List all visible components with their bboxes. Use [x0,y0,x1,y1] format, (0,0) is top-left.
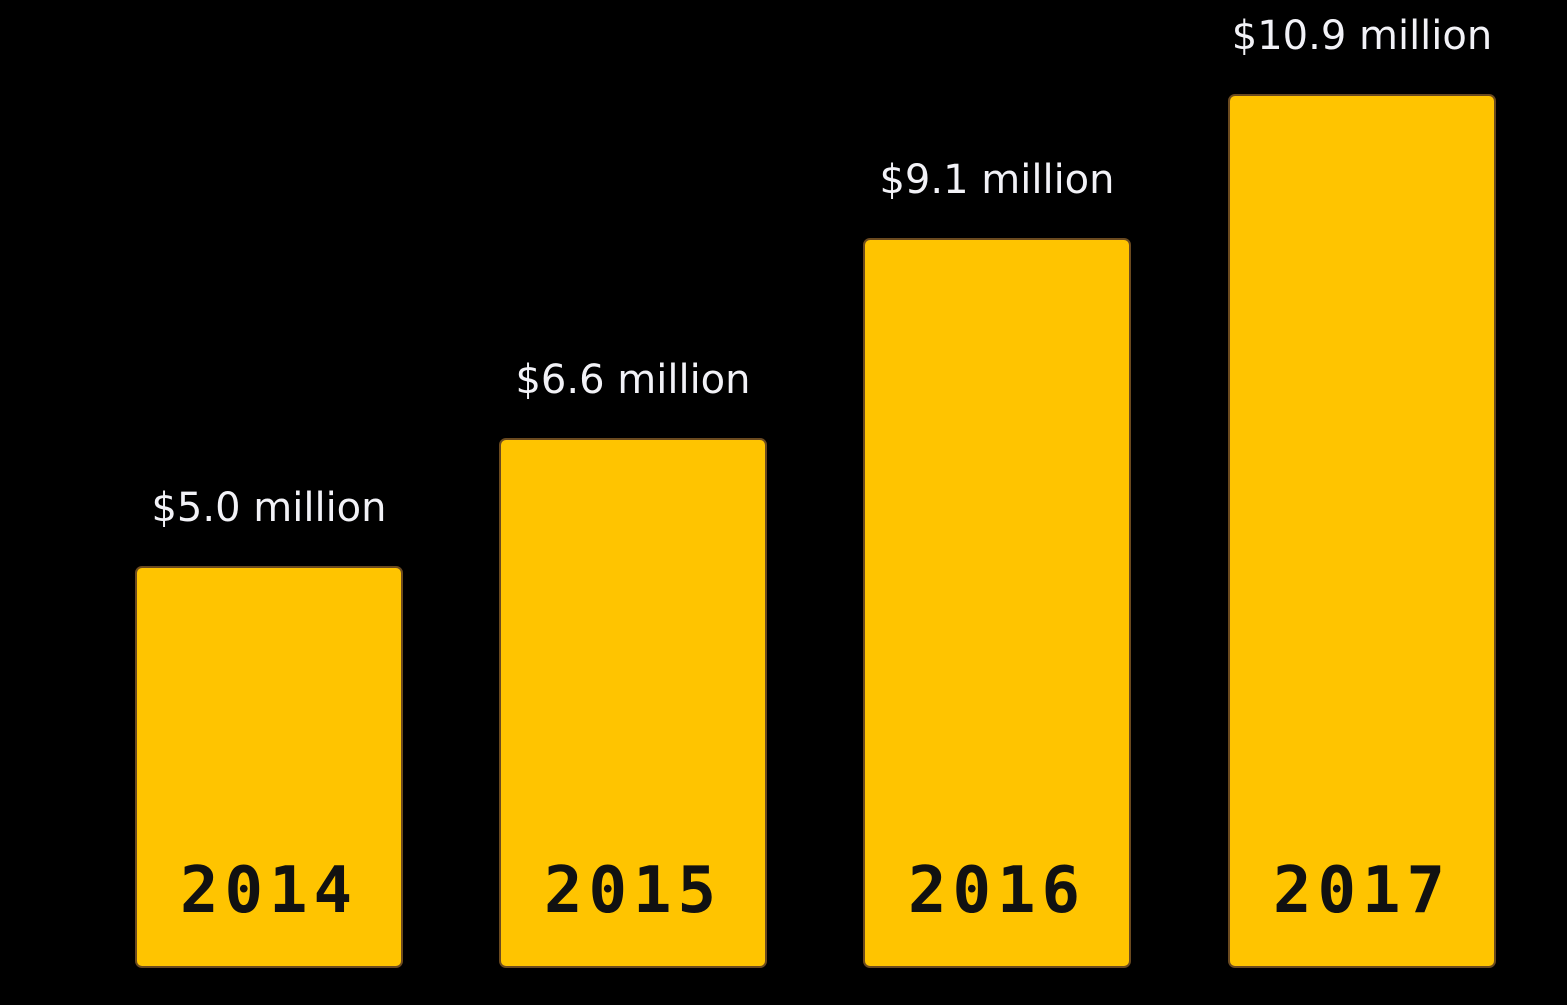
bar-2016 [863,238,1131,968]
category-label-2017: 2017 [1273,854,1451,928]
labels-layer: $5.0 million 2014 $6.6 million 2015 $9.1 mil… [151,13,1492,928]
bar-2014 [135,566,403,968]
value-label-2017: $10.9 million [1232,13,1492,59]
value-label-2015: $6.6 million [515,357,750,403]
value-label-2014: $5.0 million [151,485,386,531]
value-label-2016: $9.1 million [879,157,1114,203]
bars-layer [135,94,1496,968]
category-label-2014: 2014 [180,854,358,928]
bar-2017 [1228,94,1496,968]
bar-2015 [499,438,767,968]
category-label-2016: 2016 [908,854,1086,928]
category-label-2015: 2015 [544,854,722,928]
